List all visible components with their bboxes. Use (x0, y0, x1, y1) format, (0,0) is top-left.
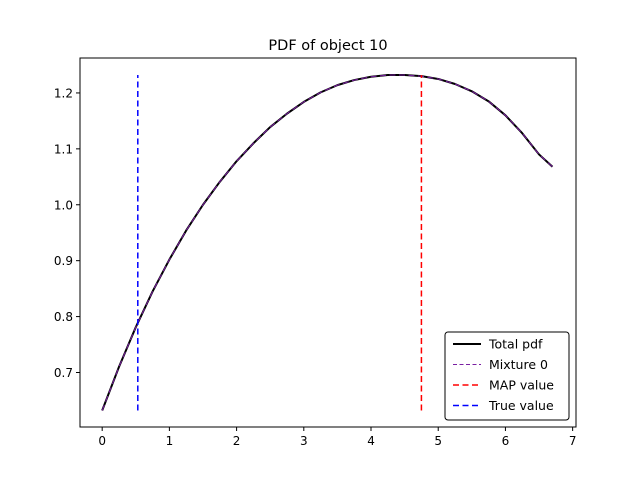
x-tick-label: 7 (569, 434, 577, 448)
y-tick-label: 1.0 (54, 198, 73, 212)
chart-title: PDF of object 10 (268, 38, 387, 54)
y-tick-label: 0.9 (54, 254, 73, 268)
series-line-mixture-0 (101, 74, 553, 411)
x-tick-label: 5 (434, 434, 442, 448)
plot-area (101, 74, 554, 411)
x-tick-label: 4 (367, 434, 375, 448)
y-tick-label: 0.7 (54, 366, 73, 380)
x-tick-label: 2 (233, 434, 241, 448)
x-tick-label: 0 (98, 434, 106, 448)
legend-label-mixture-0: Mixture 0 (489, 357, 548, 372)
x-tick-label: 3 (300, 434, 308, 448)
legend-box (444, 331, 570, 421)
x-tick-label: 6 (502, 434, 510, 448)
legend: Total pdf Mixture 0 MAP value True value (444, 331, 570, 421)
x-tick-label: 1 (166, 434, 174, 448)
legend-label-total-pdf: Total pdf (488, 337, 543, 352)
series-group (101, 74, 554, 411)
axes: 0 1 2 3 4 5 6 7 0.7 0.8 0.9 1.0 1.1 1.2 (54, 57, 577, 448)
legend-label-true-value: True value (488, 398, 554, 413)
y-tick-label: 0.8 (54, 310, 73, 324)
y-tick-label: 1.1 (54, 142, 73, 156)
y-tick-label: 1.2 (54, 86, 73, 100)
axes-frame (79, 57, 577, 428)
legend-label-map-value: MAP value (489, 378, 554, 393)
